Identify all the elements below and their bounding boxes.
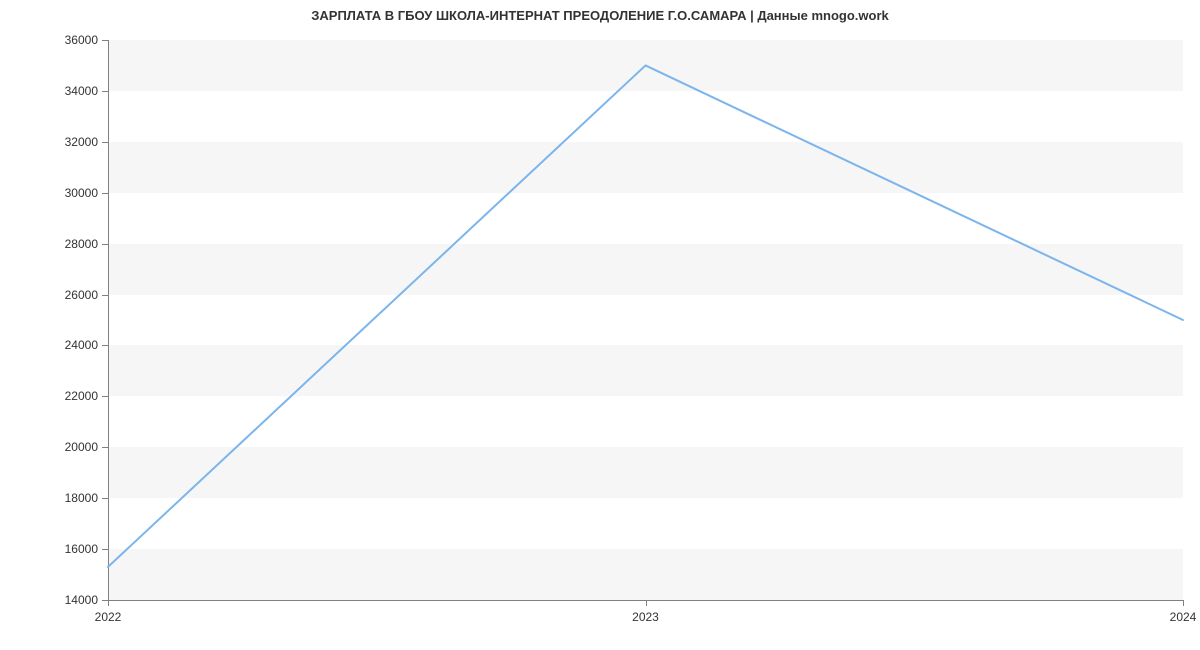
series-line [108, 65, 1183, 566]
y-tick-label: 24000 [38, 338, 98, 352]
x-tick-label: 2023 [632, 610, 659, 624]
y-tick-label: 16000 [38, 542, 98, 556]
y-tick-label: 26000 [38, 288, 98, 302]
x-tick-label: 2022 [95, 610, 122, 624]
plot-area: 1400016000180002000022000240002600028000… [108, 40, 1183, 600]
chart-container: ЗАРПЛАТА В ГБОУ ШКОЛА-ИНТЕРНАТ ПРЕОДОЛЕН… [0, 0, 1200, 650]
series-layer [108, 40, 1183, 600]
y-tick-label: 18000 [38, 491, 98, 505]
y-tick-label: 30000 [38, 186, 98, 200]
x-tick-label: 2024 [1170, 610, 1197, 624]
x-tick [1183, 600, 1184, 606]
chart-title: ЗАРПЛАТА В ГБОУ ШКОЛА-ИНТЕРНАТ ПРЕОДОЛЕН… [0, 8, 1200, 23]
x-tick [108, 600, 109, 606]
y-tick-label: 14000 [38, 593, 98, 607]
y-tick-label: 36000 [38, 33, 98, 47]
y-tick-label: 34000 [38, 84, 98, 98]
x-tick [646, 600, 647, 606]
y-tick-label: 22000 [38, 389, 98, 403]
y-tick-label: 20000 [38, 440, 98, 454]
y-tick-label: 28000 [38, 237, 98, 251]
y-tick-label: 32000 [38, 135, 98, 149]
